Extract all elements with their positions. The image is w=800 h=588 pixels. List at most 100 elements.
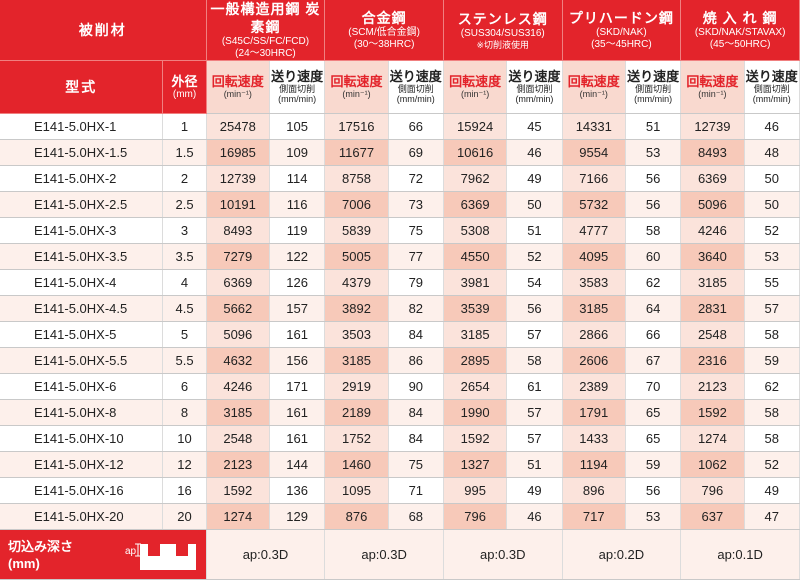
speed-cell: 2606 [562, 347, 626, 374]
feed-cell: 171 [269, 373, 326, 400]
feed-cell: 52 [744, 451, 800, 478]
speed-cell: 2895 [443, 347, 508, 374]
feed-unit: (mm/min) [515, 94, 554, 104]
material-name: プリハードン鋼 [568, 10, 674, 26]
speed-cell: 717 [562, 503, 626, 530]
feed-cell: 114 [269, 165, 326, 192]
depth-of-cut-value: ap:0.1D [680, 529, 800, 580]
feed-cell: 65 [625, 425, 682, 452]
speed-cell: 876 [324, 503, 389, 530]
table-row: E141-5.0HX-4.5 4.5 5662 157 3892 82 3539 56 3185… [0, 295, 800, 322]
speed-cell: 1194 [562, 451, 626, 478]
speed-cell: 3185 [443, 321, 508, 348]
depth-of-cut-header: 切込み深さ (mm) ap [0, 529, 207, 580]
feed-cell: 66 [388, 113, 444, 140]
speed-cell: 2548 [680, 321, 745, 348]
model-cell: E141-5.0HX-20 [0, 503, 164, 530]
feed-cell: 48 [744, 139, 800, 166]
speed-cell: 7166 [562, 165, 626, 192]
diameter-cell: 8 [162, 399, 207, 426]
feed-sub-label: 側面切削 [397, 84, 434, 94]
feed-cell: 47 [744, 503, 800, 530]
diameter-cell: 20 [162, 503, 207, 530]
speed-cell: 3892 [324, 295, 389, 322]
speed-cell: 1791 [562, 399, 626, 426]
feed-cell: 62 [625, 269, 682, 296]
table-row: E141-5.0HX-3 3 8493 119 5839 75 5308 51 4777 58 42… [0, 217, 800, 244]
feed-unit: (mm/min) [396, 94, 435, 104]
feed-cell: 53 [625, 139, 682, 166]
feed-cell: 75 [388, 451, 444, 478]
model-header: 型式 [0, 60, 164, 114]
feed-cell: 54 [506, 269, 563, 296]
speed-cell: 7006 [324, 191, 389, 218]
table-row: E141-5.0HX-2.5 2.5 10191 116 7006 73 6369 50 573… [0, 191, 800, 218]
model-cell: E141-5.0HX-6 [0, 373, 164, 400]
speed-cell: 4550 [443, 243, 508, 270]
speed-cell: 1592 [443, 425, 508, 452]
header-row-materials: 被削材 一般構造用鋼 炭素鋼 (S45C/SS/FC/FCD) (24〜30HR… [0, 0, 800, 61]
depth-of-cut-label: 切込み深さ [8, 538, 74, 554]
model-cell: E141-5.0HX-2.5 [0, 191, 164, 218]
table-row: E141-5.0HX-5 5 5096 161 3503 84 3185 57 2866 66 25… [0, 321, 800, 348]
feed-cell: 84 [388, 321, 444, 348]
diameter-cell: 1 [162, 113, 207, 140]
diameter-label: 外径 [171, 73, 198, 89]
speed-cell: 2389 [562, 373, 626, 400]
feed-cell: 53 [744, 243, 800, 270]
model-cell: E141-5.0HX-8 [0, 399, 164, 426]
speed-cell: 4246 [206, 373, 270, 400]
material-grades: (S45C/SS/FC/FCD) [221, 36, 310, 47]
speed-cell: 1062 [680, 451, 745, 478]
feed-cell: 156 [269, 347, 326, 374]
feed-cell: 72 [388, 165, 444, 192]
feed-cell: 82 [388, 295, 444, 322]
speed-cell: 8493 [680, 139, 745, 166]
speed-unit: (min⁻¹) [342, 89, 371, 99]
feed-unit: (mm/min) [278, 94, 317, 104]
depth-of-cut-unit: (mm) [8, 555, 40, 571]
speed-header: 回転速度 (min⁻¹) [324, 60, 389, 114]
diameter-cell: 4 [162, 269, 207, 296]
speed-cell: 6369 [206, 269, 270, 296]
speed-cell: 25478 [206, 113, 270, 140]
diameter-cell: 5.5 [162, 347, 207, 374]
feed-cell: 77 [388, 243, 444, 270]
feed-header: 送り速度 側面切削 (mm/min) [506, 60, 563, 114]
speed-cell: 796 [443, 503, 508, 530]
speed-cell: 995 [443, 477, 508, 504]
speed-cell: 2654 [443, 373, 508, 400]
material-note: ※切削液使用 [476, 39, 530, 50]
feed-cell: 46 [506, 503, 563, 530]
feed-label: 送り速度 [389, 69, 442, 84]
feed-cell: 109 [269, 139, 326, 166]
model-cell: E141-5.0HX-3 [0, 217, 164, 244]
model-cell: E141-5.0HX-4 [0, 269, 164, 296]
diameter-cell: 12 [162, 451, 207, 478]
diameter-cell: 16 [162, 477, 207, 504]
feed-cell: 62 [744, 373, 800, 400]
speed-header: 回転速度 (min⁻¹) [562, 60, 626, 114]
model-cell: E141-5.0HX-5.5 [0, 347, 164, 374]
feed-cell: 46 [506, 139, 563, 166]
feed-cell: 51 [506, 451, 563, 478]
speed-cell: 3185 [562, 295, 626, 322]
feed-cell: 84 [388, 399, 444, 426]
feed-cell: 58 [625, 217, 682, 244]
speed-cell: 6369 [680, 165, 745, 192]
speed-unit: (min⁻¹) [698, 89, 727, 99]
depth-of-cut-value: ap:0.2D [562, 529, 682, 580]
speed-cell: 4246 [680, 217, 745, 244]
feed-cell: 58 [506, 347, 563, 374]
speed-cell: 4095 [562, 243, 626, 270]
feed-cell: 116 [269, 191, 326, 218]
model-cell: E141-5.0HX-4.5 [0, 295, 164, 322]
depth-of-cut-row: 切込み深さ (mm) ap ap:0.3D ap:0.3D ap:0.3D ap:0.2D a… [0, 529, 800, 580]
material-header-0: 一般構造用鋼 炭素鋼 (S45C/SS/FC/FCD) (24〜30HRC) [206, 0, 326, 61]
feed-cell: 136 [269, 477, 326, 504]
feed-cell: 86 [388, 347, 444, 374]
feed-cell: 59 [744, 347, 800, 374]
feed-cell: 161 [269, 425, 326, 452]
feed-sub-label: 側面切削 [279, 84, 316, 94]
